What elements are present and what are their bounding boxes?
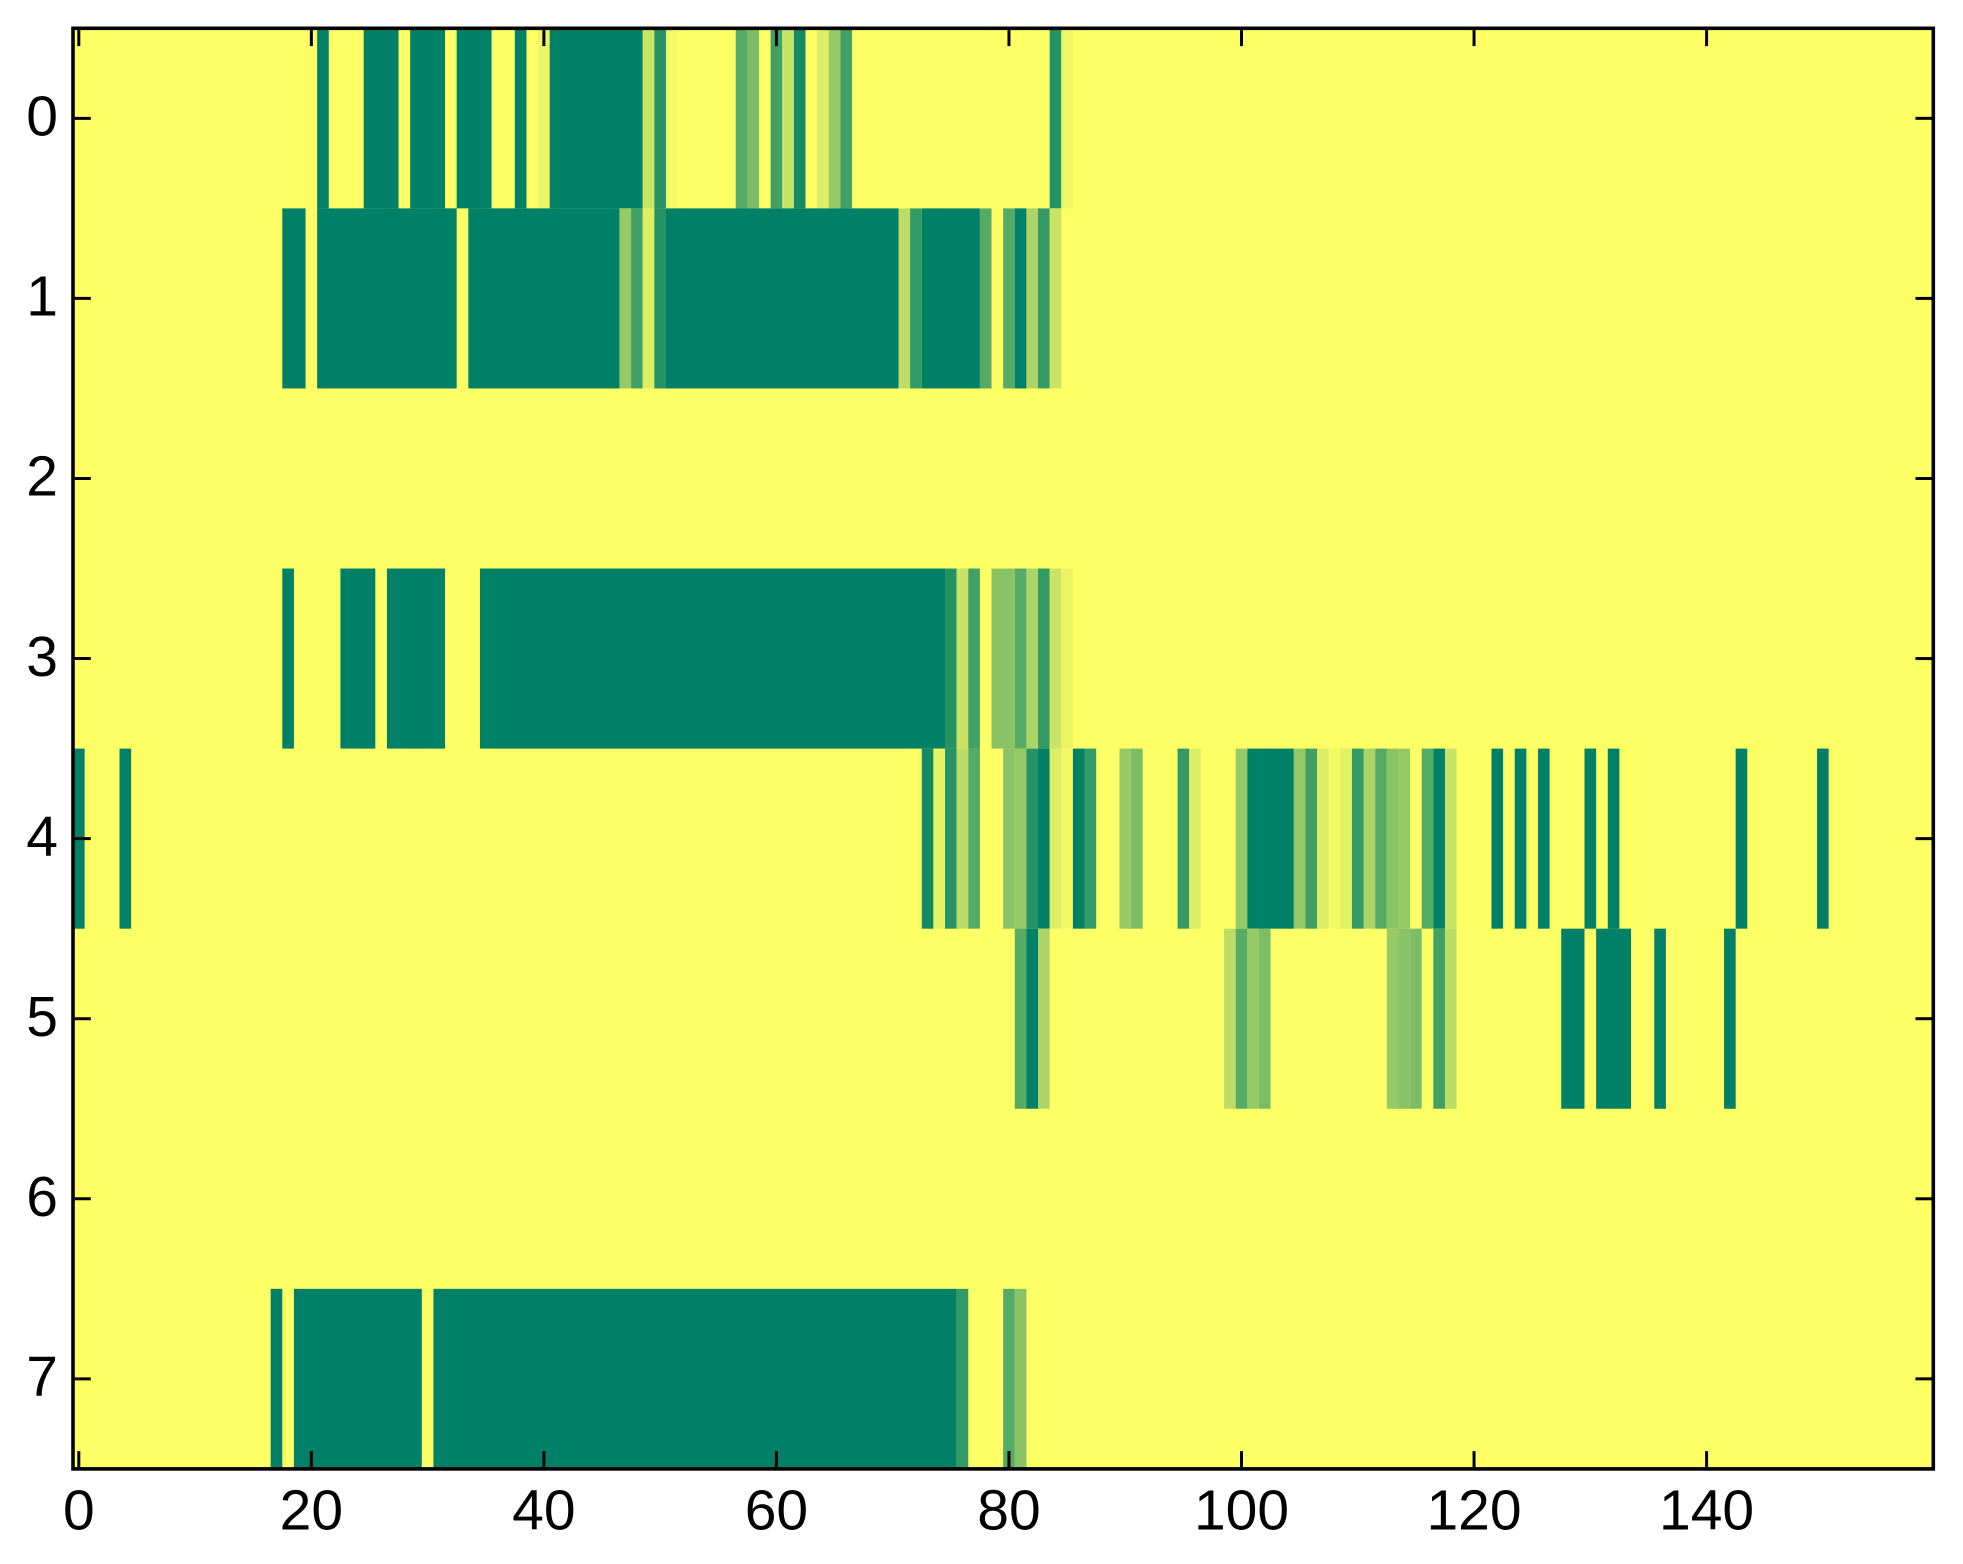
svg-text:0: 0 — [26, 85, 58, 149]
svg-text:20: 20 — [280, 1479, 343, 1543]
svg-text:6: 6 — [26, 1165, 58, 1229]
svg-text:1: 1 — [26, 265, 58, 329]
svg-text:3: 3 — [26, 625, 58, 689]
svg-text:140: 140 — [1659, 1479, 1754, 1543]
svg-text:60: 60 — [745, 1479, 808, 1543]
svg-text:2: 2 — [26, 445, 58, 509]
svg-text:40: 40 — [512, 1479, 575, 1543]
svg-text:80: 80 — [977, 1479, 1040, 1543]
svg-text:4: 4 — [26, 805, 58, 869]
svg-text:5: 5 — [26, 985, 58, 1049]
svg-text:120: 120 — [1426, 1479, 1521, 1543]
svg-text:0: 0 — [63, 1479, 95, 1543]
svg-text:7: 7 — [26, 1345, 58, 1409]
svg-text:100: 100 — [1194, 1479, 1289, 1543]
